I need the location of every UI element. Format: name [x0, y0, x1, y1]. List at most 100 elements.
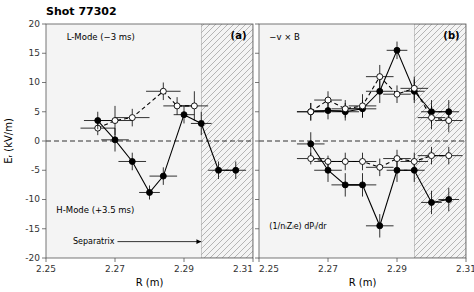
y-tick [42, 53, 46, 54]
data-point [308, 109, 314, 115]
reference-line [259, 141, 466, 142]
x-tick [259, 258, 260, 262]
y-tick-label: 15 [29, 48, 40, 58]
y-tick-label: -5 [31, 165, 40, 175]
y-tick [42, 228, 46, 229]
y-tick [255, 82, 259, 83]
y-tick [255, 141, 259, 142]
panel: 2.25 2.27 2.29 2.31 R (m) (b) −v × B (1/nᵢZᵢe) … [255, 24, 474, 288]
y-tick [255, 24, 259, 25]
data-point [174, 103, 180, 109]
plot-area [259, 24, 466, 258]
data-point [394, 91, 400, 97]
data-point [112, 137, 118, 143]
data-point [308, 141, 314, 147]
x-tick-label: 2.27 [105, 264, 125, 274]
x-tick-label: 2.31 [456, 264, 474, 274]
plot-frame [259, 24, 466, 258]
reference-line [46, 141, 253, 142]
data-point [429, 199, 435, 205]
y-tick [255, 53, 259, 54]
data-point [394, 156, 400, 162]
plot-background [259, 24, 466, 258]
annotation-arrow [117, 241, 201, 242]
x-tick-label: 2.29 [174, 264, 194, 274]
x-tick [397, 258, 398, 262]
x-tick-label: 2.25 [36, 264, 56, 274]
y-tick [255, 258, 259, 259]
data-point [181, 112, 187, 118]
y-tick-label: -10 [25, 194, 40, 204]
y-tick [255, 170, 259, 171]
data-point [308, 109, 314, 115]
plot-frame [46, 24, 253, 258]
annotation: (b) [443, 30, 459, 41]
y-tick [42, 141, 46, 142]
y-tick-label: -15 [25, 224, 40, 234]
data-point [342, 106, 348, 112]
span-label: Separatrix [73, 237, 115, 246]
data-point [377, 74, 383, 80]
x-tick-label: 2.31 [233, 264, 253, 274]
series-line [98, 91, 195, 128]
data-point [377, 223, 383, 229]
data-point [216, 167, 222, 173]
y-tick-label: 5 [34, 107, 40, 117]
y-tick [255, 228, 259, 229]
data-point [377, 164, 383, 170]
data-point [394, 167, 400, 173]
plot-area [46, 24, 253, 258]
data-point [198, 120, 204, 126]
x-axis-label: R (m) [136, 277, 164, 288]
data-point [360, 158, 366, 164]
y-tick-label: 0 [34, 136, 40, 146]
y-tick-label: 20 [29, 19, 41, 29]
x-tick [115, 258, 116, 262]
data-point [342, 158, 348, 164]
x-tick-label: 2.25 [259, 264, 279, 274]
y-tick [255, 111, 259, 112]
x-tick [328, 258, 329, 262]
y-tick-label: 10 [29, 77, 41, 87]
title: Shot 77302 [46, 5, 117, 18]
chart: 2.25 2.27 2.29 2.31 -20 -15 -10 -5 0 5 10 15 20 R (m)… [0, 0, 474, 292]
data-point [411, 158, 417, 164]
data-point [129, 115, 135, 121]
data-point [394, 47, 400, 53]
y-tick-label: -20 [25, 253, 40, 263]
data-point [360, 182, 366, 188]
x-tick [184, 258, 185, 262]
series [297, 147, 463, 176]
y-tick [42, 258, 46, 259]
x-tick-label: 2.27 [318, 264, 338, 274]
x-tick-label: 2.29 [387, 264, 407, 274]
data-point [147, 189, 153, 195]
series-line [311, 50, 449, 111]
data-point [446, 197, 452, 203]
data-point [342, 182, 348, 188]
data-point [233, 167, 239, 173]
data-point [160, 88, 166, 94]
series-line [98, 115, 236, 193]
plot-background [46, 24, 253, 258]
panel: 2.25 2.27 2.29 2.31 -20 -15 -10 -5 0 5 10 15 20 R (m)… [3, 5, 253, 288]
annotation: −v × B [269, 32, 300, 42]
y-tick [42, 170, 46, 171]
series-line [311, 144, 449, 226]
y-tick [42, 111, 46, 112]
series [81, 83, 209, 136]
data-point [429, 153, 435, 159]
x-axis-label: R (m) [349, 277, 377, 288]
y-tick [42, 199, 46, 200]
data-point [377, 88, 383, 94]
y-tick [42, 82, 46, 83]
series [297, 42, 459, 124]
annotation: (1/nᵢZᵢe) dPᵢ/dr [269, 222, 327, 231]
data-point [160, 173, 166, 179]
data-point [325, 167, 331, 173]
data-point [325, 158, 331, 164]
series [84, 106, 246, 200]
data-point [191, 103, 197, 109]
x-tick [253, 258, 254, 262]
data-point [446, 153, 452, 159]
